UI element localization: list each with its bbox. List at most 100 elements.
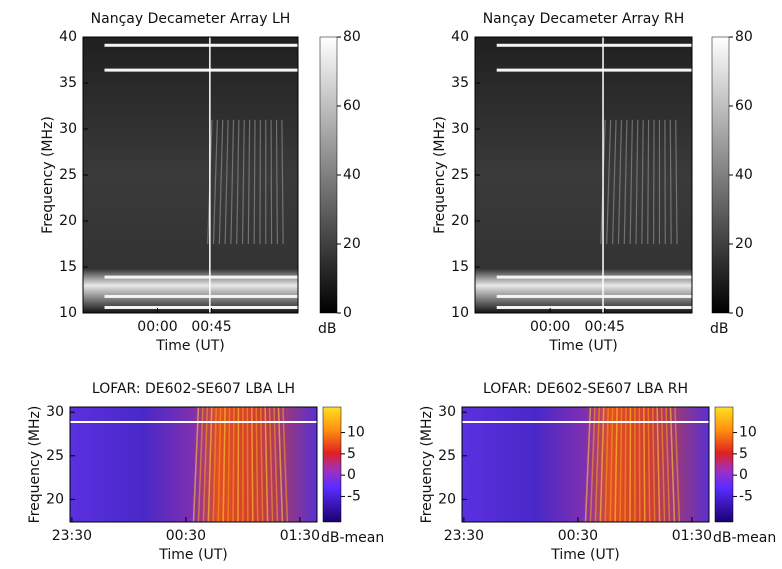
y-axis-label: Frequency (MHz) [40,116,56,234]
colorbar [711,36,730,314]
burst-streak [604,406,609,523]
y-tick-label: 20 [451,213,469,229]
x-axis-label: Time (UT) [158,547,227,563]
x-tick-label: 00:30 [166,528,206,544]
burst-streak [273,406,279,523]
burst-streak [647,406,651,523]
burst-streak [217,406,222,523]
burst-streak [599,406,605,523]
burst-streak [619,406,623,523]
burst-streak [275,119,278,245]
burst-streak [264,406,269,523]
burst-streak [241,119,245,245]
y-tick-label: 10 [451,305,469,321]
colorbar-tick-label: 0 [739,467,748,483]
emission-band [496,294,692,298]
chart-title: LOFAR: DE602-SE607 LBA LH [92,381,295,397]
burst-streak [656,406,661,523]
colorbar-label: dB [318,321,337,337]
burst-streak [623,119,628,245]
burst-streak [277,406,284,523]
colorbar-tick-label: 10 [347,425,365,441]
burst-streak [232,406,235,523]
emission-band [104,275,298,279]
colorbar-tick-label: 0 [735,305,744,321]
chart-title: LOFAR: DE602-SE607 LBA RH [483,381,688,397]
burst-streak [281,119,284,245]
burst-streak [609,406,614,523]
burst-streak [259,406,264,523]
colorbar-tick-label: -5 [347,488,361,504]
burst-streak [251,406,254,523]
x-tick-label: 23:30 [444,528,484,544]
burst-streak [197,406,204,523]
emission-band [104,305,298,309]
burst-streak [594,406,601,523]
chart-title: Nançay Decameter Array RH [483,11,685,27]
colorbar [319,36,338,314]
burst-streak [611,119,617,245]
emission-band [104,43,298,47]
emission-band [104,68,298,72]
emission-band [496,68,692,72]
burst-streak [212,119,218,245]
y-tick-label: 40 [451,29,469,45]
burst-streak [236,119,240,245]
burst-streak [227,406,231,523]
y-tick-label: 25 [59,167,77,183]
plot-frame [69,406,318,523]
x-axis-label: Time (UT) [155,338,224,354]
burst-streak [669,406,676,523]
colorbar-tick-label: 20 [735,236,753,252]
burst-streak [212,406,217,523]
burst-streak [207,406,213,523]
y-tick-label: 30 [438,404,456,420]
colorbar-tick-label: 0 [347,467,356,483]
y-tick-label: 20 [438,491,456,507]
y-axis-label: Frequency (MHz) [432,116,448,234]
x-tick-label: 00:30 [558,528,598,544]
colorbar [714,406,734,523]
y-axis-label: Frequency (MHz) [419,406,435,524]
y-tick-label: 25 [46,448,64,464]
x-tick-label: 23:30 [52,528,92,544]
colorbar-tick-label: 5 [347,446,356,462]
burst-streak [647,119,650,245]
colorbar-tick-label: 20 [343,236,361,252]
x-tick-label: 01:30 [672,528,712,544]
colorbar-label: dB [710,321,729,337]
spectrogram-image [83,37,298,313]
y-tick-label: 15 [59,259,77,275]
colorbar-tick-label: 60 [735,98,753,114]
burst-streak [247,119,251,245]
colorbar-tick-label: 80 [735,29,753,45]
y-tick-label: 35 [451,75,469,91]
chart-title: Nançay Decameter Array LH [91,11,291,27]
spectrogram-image [475,37,692,313]
y-tick-label: 25 [451,167,469,183]
burst-streak [253,119,256,245]
burst-streak [669,119,672,245]
x-tick-label: 00:45 [585,319,625,335]
burst-streak [255,406,259,523]
y-tick-label: 20 [46,491,64,507]
burst-streak [629,119,633,245]
colorbar-label: dB-mean [713,530,776,546]
burst-streak [641,119,644,245]
burst-streak [606,119,612,245]
colorbar-tick-label: 10 [739,425,757,441]
burst-streak [617,119,623,245]
colorbar-tick-label: 40 [343,167,361,183]
burst-streak [202,406,209,523]
burst-streak [624,406,627,523]
y-tick-label: 40 [59,29,77,45]
y-tick-label: 20 [59,213,77,229]
y-tick-label: 10 [59,305,77,321]
x-axis-label: Time (UT) [548,338,617,354]
burst-streak [230,119,235,245]
emission-band [496,275,692,279]
burst-streak [268,406,274,523]
y-tick-label: 30 [46,404,64,420]
y-tick-label: 35 [59,75,77,91]
